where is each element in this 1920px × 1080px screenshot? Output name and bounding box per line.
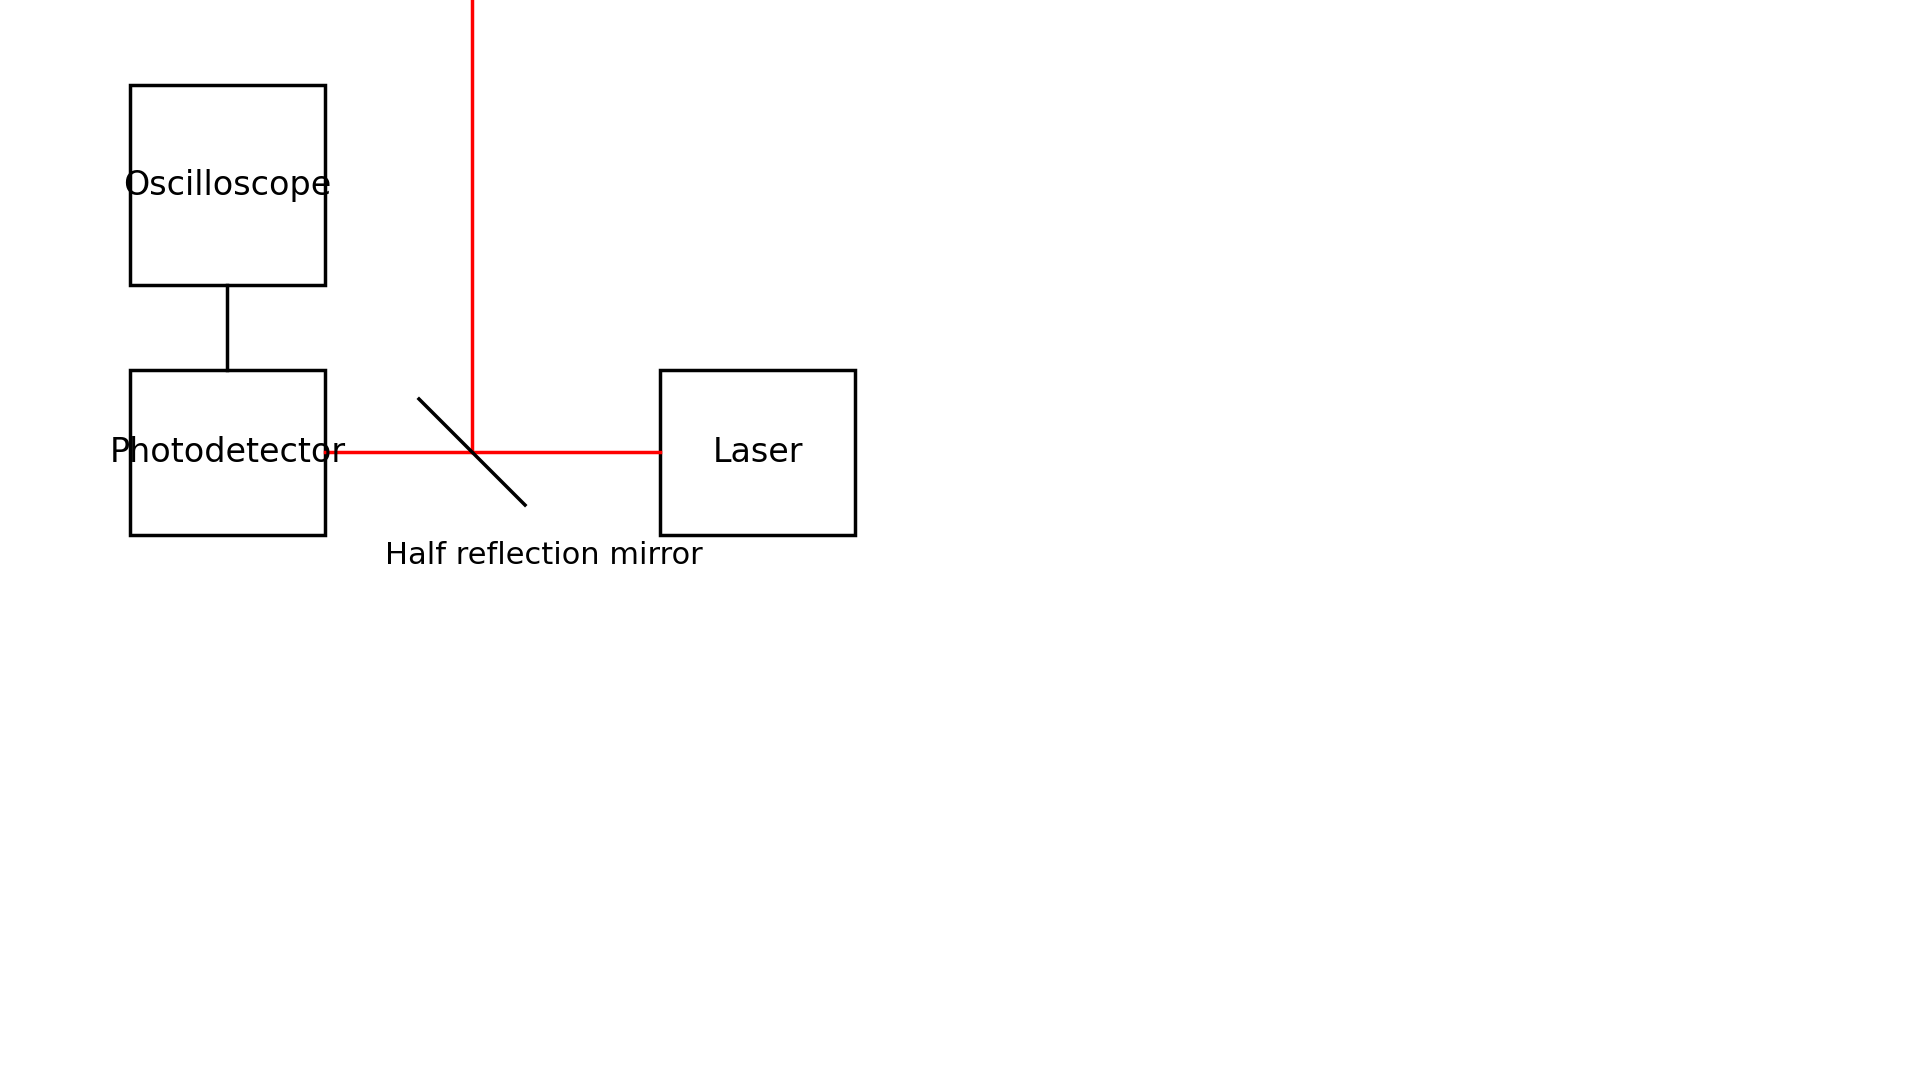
Text: Laser: Laser <box>712 436 803 469</box>
Text: Oscilloscope: Oscilloscope <box>123 168 332 202</box>
Bar <box>660 370 854 535</box>
Bar <box>131 370 324 535</box>
Text: Half reflection mirror: Half reflection mirror <box>386 540 703 569</box>
Bar <box>131 85 324 285</box>
Text: Photodetector: Photodetector <box>109 436 346 469</box>
